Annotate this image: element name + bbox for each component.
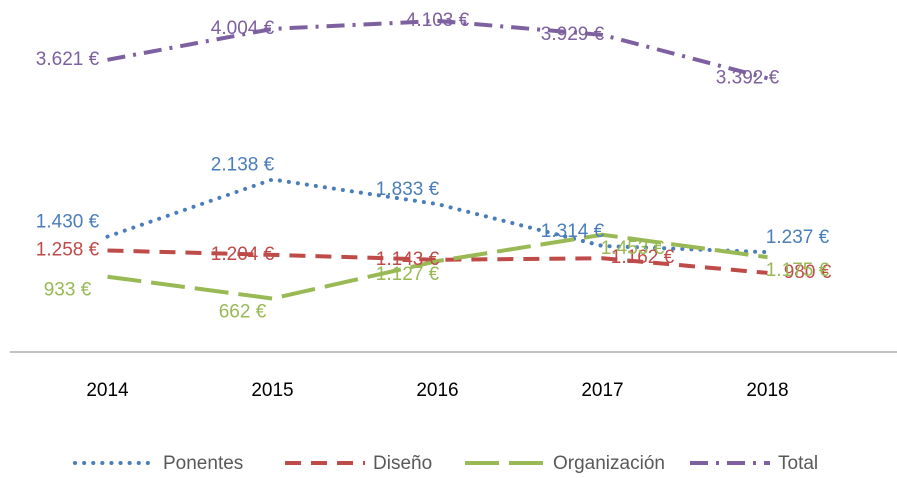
x-tick-label: 2018 (746, 380, 788, 401)
data-label: 1.237 € (766, 227, 830, 248)
series-line (105, 177, 770, 255)
data-label: 662 € (219, 302, 267, 323)
data-label: 3.392 € (716, 67, 780, 88)
data-label: 3.929 € (541, 24, 605, 45)
series-line (107, 248, 768, 275)
data-label: 1.833 € (376, 179, 440, 200)
x-tick-label: 2014 (86, 380, 129, 401)
legend-label: Total (778, 453, 818, 474)
x-tick-label: 2017 (581, 380, 623, 401)
data-label: 980 € (784, 262, 832, 283)
data-label: 1.453 € (601, 238, 665, 259)
data-label: 1.430 € (36, 212, 100, 233)
legend-label: Diseño (373, 453, 432, 474)
data-label: 1.258 € (36, 239, 100, 260)
data-label: 933 € (44, 280, 92, 301)
x-tick-label: 2015 (251, 380, 293, 401)
data-label: 1.175 € (766, 260, 830, 281)
data-label: 1.127 € (376, 264, 440, 285)
legend-label: Organización (553, 453, 665, 474)
data-label: 1.143 € (376, 249, 440, 270)
legend-label: Ponentes (163, 453, 243, 474)
data-label: 3.621 € (36, 49, 100, 70)
data-label: 4.004 € (211, 18, 275, 39)
x-tick-label: 2016 (416, 380, 458, 401)
data-label: 2.138 € (211, 154, 275, 175)
data-label: 4.103 € (406, 10, 470, 31)
series-line (107, 18, 769, 81)
data-label: 1.314 € (541, 221, 605, 242)
data-label: 1.204 € (211, 244, 275, 265)
series-line (107, 232, 768, 301)
data-label: 1.162 € (611, 247, 675, 268)
